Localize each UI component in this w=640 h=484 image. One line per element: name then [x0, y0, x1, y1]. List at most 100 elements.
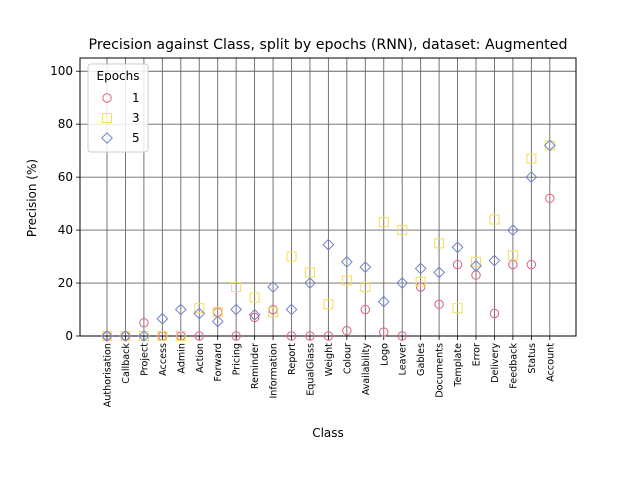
x-tick-label: EqualGlass: [305, 343, 316, 396]
x-tick-label: Documents: [435, 343, 446, 398]
data-point: [286, 331, 297, 341]
data-point: [341, 275, 352, 286]
legend-entries: 1 3 5: [101, 91, 140, 145]
data-point: [359, 261, 372, 274]
data-point: [157, 331, 168, 341]
x-tick-label: Reminder: [250, 343, 261, 389]
data-point: [397, 225, 408, 236]
data-point: [545, 193, 555, 204]
data-point: [360, 282, 371, 293]
data-point: [526, 153, 537, 164]
legend-marker-5: [101, 132, 113, 144]
data-point: [248, 308, 261, 321]
data-point: [119, 330, 132, 342]
data-point: [489, 308, 500, 319]
data-point: [175, 331, 186, 341]
x-tick-label: Forward: [213, 343, 224, 382]
data-point: [286, 251, 297, 262]
y-tick-label: 20: [58, 276, 73, 290]
data-point: [230, 303, 243, 316]
data-point: [526, 259, 537, 270]
y-tick-label: 40: [58, 223, 73, 237]
data-point: [249, 312, 260, 323]
data-point: [396, 277, 409, 289]
legend-box: [87, 63, 149, 153]
x-tick-label: Logo: [379, 343, 390, 366]
data-point: [379, 327, 389, 337]
data-point: [433, 266, 446, 279]
chart-title: Precision against Class, split by epochs…: [89, 37, 568, 53]
data-point: [322, 238, 335, 251]
data-point: [231, 331, 241, 341]
data-point: [340, 255, 353, 268]
x-tick-label: Authorisation: [103, 343, 114, 407]
data-point: [471, 256, 481, 267]
data-point: [507, 250, 518, 261]
x-tick-label: Colour: [342, 343, 353, 374]
data-point: [525, 171, 538, 184]
x-tick-label: Leaver: [398, 343, 409, 376]
x-tick-label: Information: [269, 343, 280, 399]
x-tick-label: Gables: [416, 343, 427, 376]
data-point: [268, 307, 279, 318]
x-tick-label: Error: [472, 343, 483, 366]
data-point: [211, 315, 224, 328]
data-point: [508, 259, 518, 270]
data-point: [488, 254, 501, 267]
data-point: [305, 331, 315, 341]
y-tick-label: 0: [65, 329, 73, 343]
data-point: [285, 303, 298, 316]
data-point: [452, 259, 463, 270]
x-tick-label: Action: [195, 343, 206, 373]
data-point: [543, 139, 556, 152]
legend-marker-1: [102, 93, 112, 103]
x-tick-label: Template: [453, 343, 464, 388]
data-point: [304, 277, 316, 289]
x-tick-label: Access: [158, 343, 169, 376]
marks-layer: [101, 139, 556, 342]
data-point: [137, 330, 150, 342]
data-point: [342, 326, 352, 336]
data-point: [194, 303, 205, 314]
data-point: [506, 224, 519, 237]
data-point: [415, 276, 426, 287]
legend-label: 1: [132, 91, 140, 105]
legend-label: 3: [132, 111, 140, 125]
data-point: [378, 217, 389, 228]
data-point: [194, 331, 204, 341]
x-tick-label: Feedback: [508, 343, 519, 389]
data-point: [101, 330, 113, 342]
x-axis-label: Class: [312, 426, 344, 440]
data-point: [397, 331, 407, 341]
x-tick-label: Project: [139, 343, 150, 376]
data-point: [451, 241, 464, 254]
x-tick-label: Status: [527, 343, 538, 374]
data-point: [156, 312, 169, 325]
data-point: [267, 281, 279, 293]
data-point: [434, 299, 444, 309]
data-point: [323, 331, 334, 341]
data-point: [323, 299, 334, 310]
x-tick-label: Weight: [324, 343, 335, 377]
y-axis-label: Precision (%): [25, 159, 39, 237]
data-point: [174, 303, 187, 316]
x-tick-label: Report: [287, 343, 298, 375]
series-5: [101, 139, 556, 342]
data-point: [139, 318, 149, 328]
y-tick-label: 80: [58, 117, 73, 131]
y-tick-label: 100: [50, 64, 73, 78]
data-point: [193, 307, 206, 320]
data-point: [360, 304, 370, 315]
x-tick-label: Pricing: [232, 343, 243, 375]
x-tick-label: Account: [545, 343, 556, 382]
y-tick-label: 60: [58, 170, 73, 184]
x-tick-label: Delivery: [490, 343, 501, 383]
data-point: [452, 303, 463, 314]
data-point: [231, 282, 242, 293]
data-point: [377, 295, 390, 308]
axes-layer: 0 20 40 60 80 100 Authorisation Callback Project…: [50, 57, 577, 407]
legend-title: Epochs: [97, 69, 140, 83]
data-point: [489, 214, 500, 225]
